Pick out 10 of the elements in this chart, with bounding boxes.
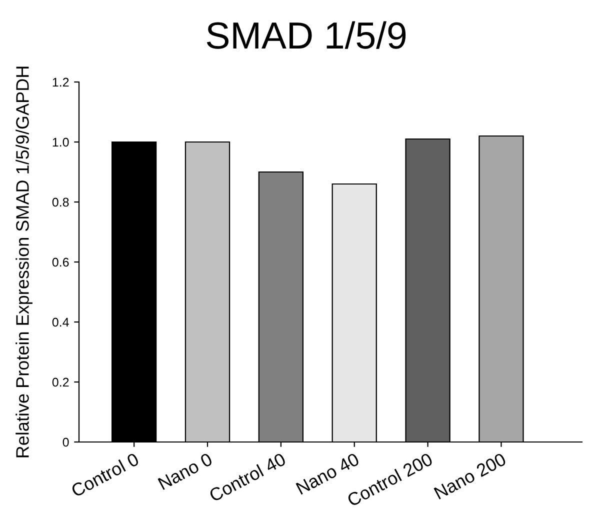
y-tick-label: 0.6 [52, 258, 69, 267]
y-tick-label: 0.2 [52, 378, 69, 387]
y-tick-label: 1.2 [52, 78, 69, 87]
y-tick-label: 0.8 [52, 198, 69, 207]
y-tick-label: 1.0 [52, 138, 69, 147]
y-tick-label: 0.4 [52, 318, 69, 327]
y-axis-title: Relative Protein Expression SMAD 1/5/9/GAPDH [16, 66, 32, 458]
x-tick-label: Nano 200 [434, 452, 507, 500]
y-tick-label: 0 [62, 438, 69, 447]
chart-title: SMAD 1/5/9 [206, 21, 406, 49]
